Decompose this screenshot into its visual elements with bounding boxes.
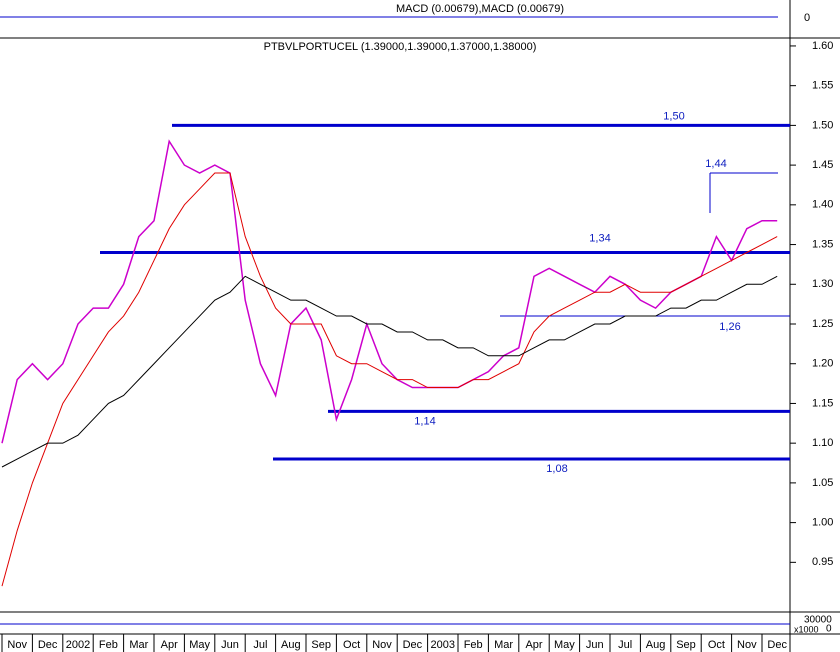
x-tick-label: May: [189, 639, 210, 651]
x-tick-label: Mar: [494, 639, 513, 651]
y-tick-label: 1.00: [812, 517, 833, 529]
y-tick-label: 1.55: [812, 80, 833, 92]
price-line: [1, 139, 778, 444]
macd-tick-label: 0: [804, 12, 810, 24]
x-tick-label: Nov: [7, 639, 27, 651]
x-tick-label: Jul: [618, 639, 632, 651]
x-tick-label: Jun: [586, 639, 604, 651]
level-label: 1,44: [705, 158, 726, 170]
x-tick-label: May: [554, 639, 575, 651]
x-tick-label: 2003: [431, 639, 455, 651]
x-tick-label: Feb: [464, 639, 483, 651]
level-label: 1,08: [546, 463, 567, 475]
x-tick-label: Dec: [38, 639, 58, 651]
level-label: 1,34: [589, 232, 610, 244]
y-tick-label: 1.20: [812, 358, 833, 370]
level-label: 1,14: [414, 415, 435, 427]
x-tick-label: Apr: [161, 639, 178, 651]
x-tick-label: Aug: [281, 639, 301, 651]
x-tick-label: 2002: [66, 639, 90, 651]
macd-title: MACD (0.00679),MACD (0.00679): [396, 3, 564, 15]
x-tick-label: Jul: [253, 639, 267, 651]
level-label: 1,26: [719, 321, 740, 333]
x-tick-label: Oct: [708, 639, 725, 651]
x-tick-label: Sep: [311, 639, 331, 651]
x-tick-label: Dec: [767, 639, 787, 651]
y-tick-label: 1.15: [812, 397, 833, 409]
x-tick-label: Apr: [525, 639, 542, 651]
volume-tick-label: 0: [826, 624, 832, 635]
x-tick-label: Jun: [221, 639, 239, 651]
y-tick-label: 1.60: [812, 40, 833, 52]
y-tick-label: 1.35: [812, 238, 833, 250]
y-tick-label: 1.05: [812, 477, 833, 489]
x-tick-label: Feb: [99, 639, 118, 651]
x-tick-label: Nov: [372, 639, 392, 651]
y-tick-label: 1.30: [812, 278, 833, 290]
y-tick-label: 1.40: [812, 199, 833, 211]
x-tick-label: Oct: [343, 639, 360, 651]
x-tick-label: Mar: [129, 639, 148, 651]
x-tick-label: Dec: [403, 639, 423, 651]
y-tick-label: 1.45: [812, 159, 833, 171]
y-tick-label: 1.50: [812, 119, 833, 131]
y-tick-label: 0.95: [812, 556, 833, 568]
volume-tick-label: 30000: [804, 615, 832, 626]
x-tick-label: Sep: [676, 639, 696, 651]
y-tick-label: 1.25: [812, 318, 833, 330]
x-tick-label: Nov: [737, 639, 757, 651]
y-tick-label: 1.10: [812, 437, 833, 449]
price-line: [1, 172, 778, 587]
level-label: 1,50: [663, 110, 684, 122]
x-tick-label: Aug: [646, 639, 666, 651]
chart-title: PTBVLPORTUCEL (1.39000,1.39000,1.37000,1…: [264, 41, 537, 53]
price-line: [1, 275, 778, 468]
volume-unit: x1000: [794, 624, 819, 634]
